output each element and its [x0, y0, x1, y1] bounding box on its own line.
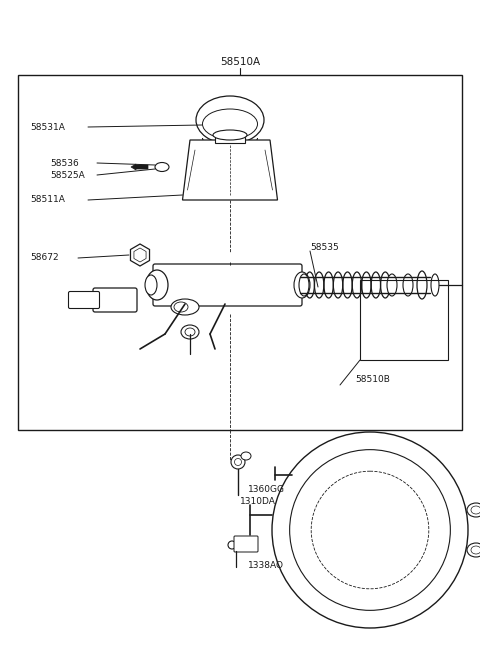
Polygon shape — [182, 140, 277, 200]
Text: 58672: 58672 — [30, 254, 59, 263]
Ellipse shape — [174, 302, 188, 312]
Ellipse shape — [294, 272, 310, 298]
FancyArrow shape — [131, 164, 148, 170]
Ellipse shape — [155, 162, 169, 171]
Ellipse shape — [471, 546, 480, 554]
Text: 58510B: 58510B — [355, 376, 390, 384]
Circle shape — [289, 449, 450, 610]
Ellipse shape — [203, 109, 257, 139]
Text: 58510A: 58510A — [220, 57, 260, 67]
Text: 58536: 58536 — [50, 158, 79, 168]
Ellipse shape — [171, 299, 199, 315]
Circle shape — [235, 459, 241, 466]
FancyBboxPatch shape — [93, 288, 137, 312]
Ellipse shape — [241, 452, 251, 460]
Text: 58525A: 58525A — [50, 171, 85, 179]
Ellipse shape — [196, 96, 264, 144]
Circle shape — [311, 471, 429, 589]
Text: 58511A: 58511A — [30, 196, 65, 204]
Text: 58535: 58535 — [310, 242, 339, 252]
Ellipse shape — [431, 274, 439, 296]
Circle shape — [228, 541, 236, 549]
Text: 1360GG: 1360GG — [248, 486, 285, 495]
FancyBboxPatch shape — [69, 292, 99, 309]
FancyBboxPatch shape — [153, 264, 302, 306]
Ellipse shape — [146, 270, 168, 300]
Bar — [360, 280, 448, 360]
FancyBboxPatch shape — [234, 536, 258, 552]
Bar — [18, 75, 462, 430]
Ellipse shape — [185, 328, 195, 336]
Text: 58531A: 58531A — [30, 122, 65, 131]
Circle shape — [231, 455, 245, 469]
Text: 1338AO: 1338AO — [248, 560, 284, 570]
Text: 1310DA: 1310DA — [240, 497, 276, 507]
Ellipse shape — [145, 275, 157, 295]
Bar — [215, 133, 245, 143]
Ellipse shape — [467, 543, 480, 557]
Ellipse shape — [417, 271, 427, 299]
Ellipse shape — [299, 274, 309, 296]
Ellipse shape — [471, 506, 480, 514]
Ellipse shape — [181, 325, 199, 339]
Circle shape — [272, 432, 468, 628]
Ellipse shape — [467, 503, 480, 517]
Ellipse shape — [387, 274, 397, 296]
Ellipse shape — [213, 130, 247, 140]
Ellipse shape — [403, 274, 413, 296]
